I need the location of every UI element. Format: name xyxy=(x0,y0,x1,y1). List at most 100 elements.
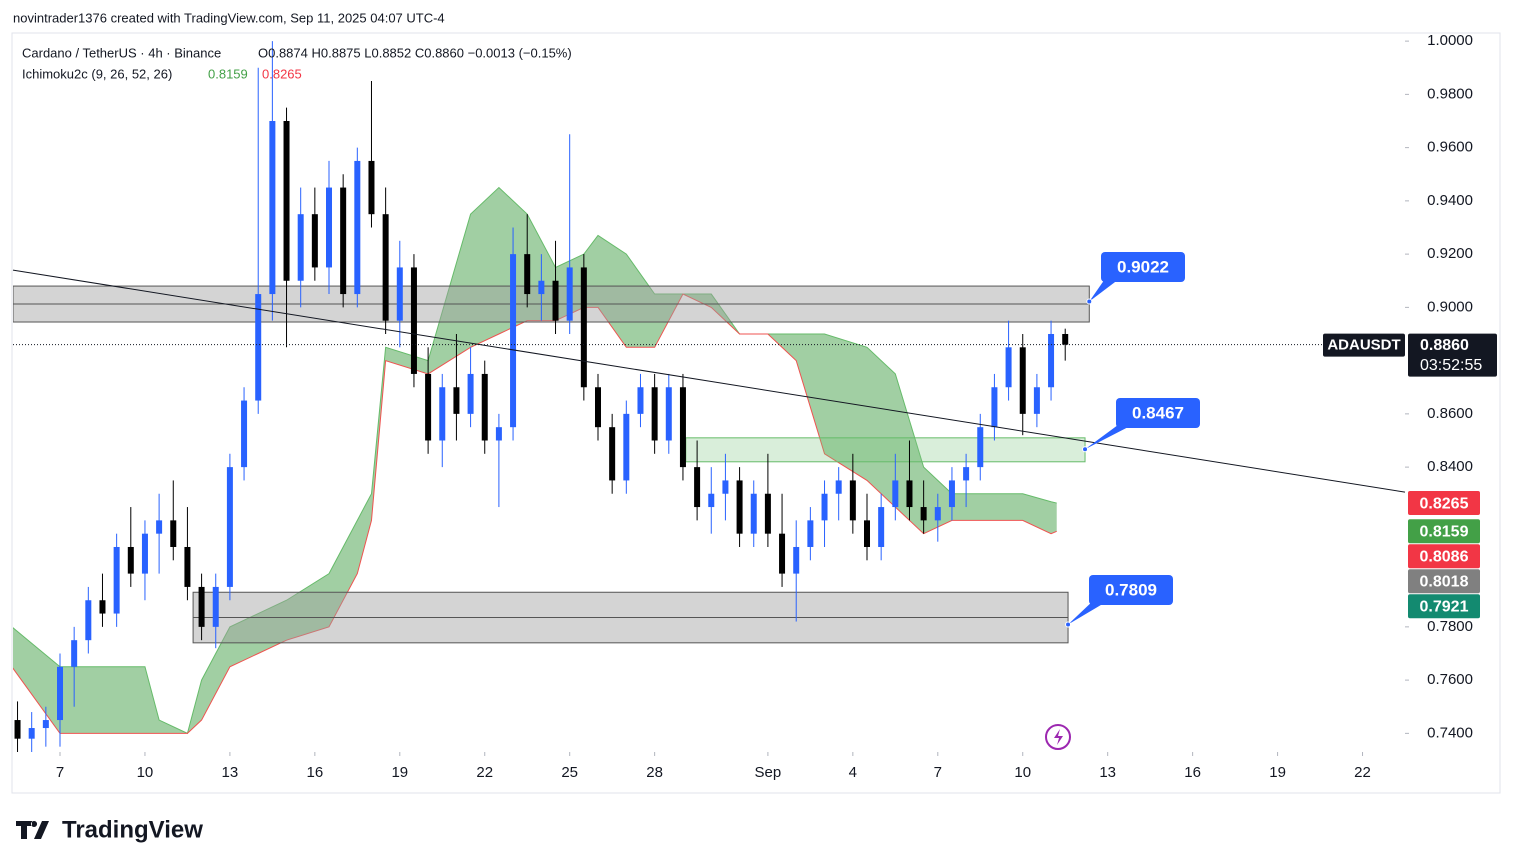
candle-body xyxy=(198,586,205,627)
candle-body xyxy=(934,507,941,521)
candle-body xyxy=(538,280,545,295)
candle-body xyxy=(963,467,970,481)
plot xyxy=(13,41,1090,752)
candle-body xyxy=(297,214,304,281)
legend-ohlc: O0.8874 H0.8875 L0.8852 C0.8860 −0.0013 … xyxy=(258,45,572,60)
candle-body xyxy=(750,493,757,534)
footer-text: TradingView xyxy=(62,816,203,843)
x-tick-label: 28 xyxy=(646,764,663,781)
callout-label: 0.9022 xyxy=(1117,257,1169,276)
candle-body xyxy=(481,373,488,441)
symbol-label: ADAUSDT xyxy=(1327,337,1400,354)
axis-value-box xyxy=(1408,594,1480,619)
candle-body xyxy=(595,387,602,428)
candle-body xyxy=(410,267,417,374)
candle-body xyxy=(1048,333,1055,388)
y-tick-label: 0.8600 xyxy=(1427,405,1473,422)
candle-body xyxy=(368,160,375,215)
candle-body xyxy=(580,267,587,388)
candle-body xyxy=(42,720,49,729)
candle-body xyxy=(722,480,729,494)
candle-body xyxy=(425,373,432,441)
candle-body xyxy=(340,187,347,295)
zone xyxy=(685,437,1086,463)
axis-value-box xyxy=(1408,569,1480,594)
candle-body xyxy=(892,480,899,508)
chart-frame xyxy=(11,32,1501,794)
candle-body xyxy=(679,387,686,468)
x-tick-label: 25 xyxy=(561,764,578,781)
axis-value-label: 0.8265 xyxy=(1420,495,1469,512)
candle-body xyxy=(382,214,389,321)
callout-anchor xyxy=(1086,298,1093,305)
callout-tail xyxy=(1085,422,1138,450)
candle-body xyxy=(14,720,21,739)
candle-body xyxy=(1033,387,1040,414)
candle-body xyxy=(510,254,517,428)
callout-box xyxy=(1089,575,1173,605)
candle-body xyxy=(495,427,502,441)
candle-body xyxy=(977,427,984,468)
x-tick-label: 19 xyxy=(391,764,408,781)
candle-body xyxy=(623,413,630,481)
candle-body xyxy=(920,507,927,521)
x-tick-label: 7 xyxy=(56,764,64,781)
callout-anchor xyxy=(1082,446,1089,453)
countdown: 03:52:55 xyxy=(1420,357,1482,374)
footer-logo: TradingView xyxy=(16,816,203,843)
candle-body xyxy=(708,493,715,508)
y-tick-label: 0.9200 xyxy=(1427,245,1473,262)
candle-body xyxy=(637,387,644,414)
callout-tail xyxy=(1068,599,1111,625)
axis-value-box xyxy=(1408,519,1480,544)
candle-body xyxy=(609,427,616,481)
candle-body xyxy=(821,493,828,521)
candle-body xyxy=(906,480,913,508)
candle-body xyxy=(665,387,672,441)
candle-body xyxy=(269,120,276,295)
candle-body xyxy=(99,600,106,614)
icon-bolt xyxy=(1054,729,1063,745)
x-tick-label: 10 xyxy=(1014,764,1031,781)
candle-body xyxy=(736,480,743,534)
y-tick-label: 0.9800 xyxy=(1427,85,1473,102)
x-tick-label: 13 xyxy=(1099,764,1116,781)
callout-box xyxy=(1101,252,1185,282)
flash-icon xyxy=(1045,724,1071,750)
candle-body xyxy=(793,546,800,574)
x-tick-label: 16 xyxy=(307,764,324,781)
x-tick-label: Sep xyxy=(755,764,782,781)
x-tick-label: 13 xyxy=(222,764,239,781)
callout-label: 0.7809 xyxy=(1105,580,1157,599)
candle-body xyxy=(85,600,92,641)
candle-body xyxy=(28,728,35,739)
candle-body xyxy=(354,160,361,295)
callout-label: 0.8467 xyxy=(1132,403,1184,422)
icon-circle xyxy=(1045,724,1071,750)
x-tick-label: 19 xyxy=(1269,764,1286,781)
header: novintrader1376 created with TradingView… xyxy=(13,10,445,25)
axis-value-box xyxy=(1408,544,1480,569)
legend-indicator-value: 0.8265 xyxy=(262,66,302,81)
candle-body xyxy=(184,546,191,587)
x-tick-label: 22 xyxy=(476,764,493,781)
candle-body xyxy=(141,533,148,574)
candle-body xyxy=(566,267,573,321)
candle-body xyxy=(807,520,814,547)
candle-body xyxy=(849,480,856,521)
callout-box xyxy=(1116,398,1200,428)
candle-body xyxy=(552,280,559,321)
candle-body xyxy=(1019,347,1026,414)
price-box xyxy=(1408,333,1497,377)
x-tick-label: 4 xyxy=(849,764,857,781)
candle-body xyxy=(991,387,998,428)
axis-value-box xyxy=(1408,491,1480,516)
candle-body xyxy=(779,533,786,574)
candle-body xyxy=(524,254,531,295)
y-tick-label: 0.8400 xyxy=(1427,458,1473,475)
candle-body xyxy=(170,520,177,547)
candle-body xyxy=(764,493,771,534)
callout-tail xyxy=(1089,276,1123,302)
trendline xyxy=(12,269,1406,493)
